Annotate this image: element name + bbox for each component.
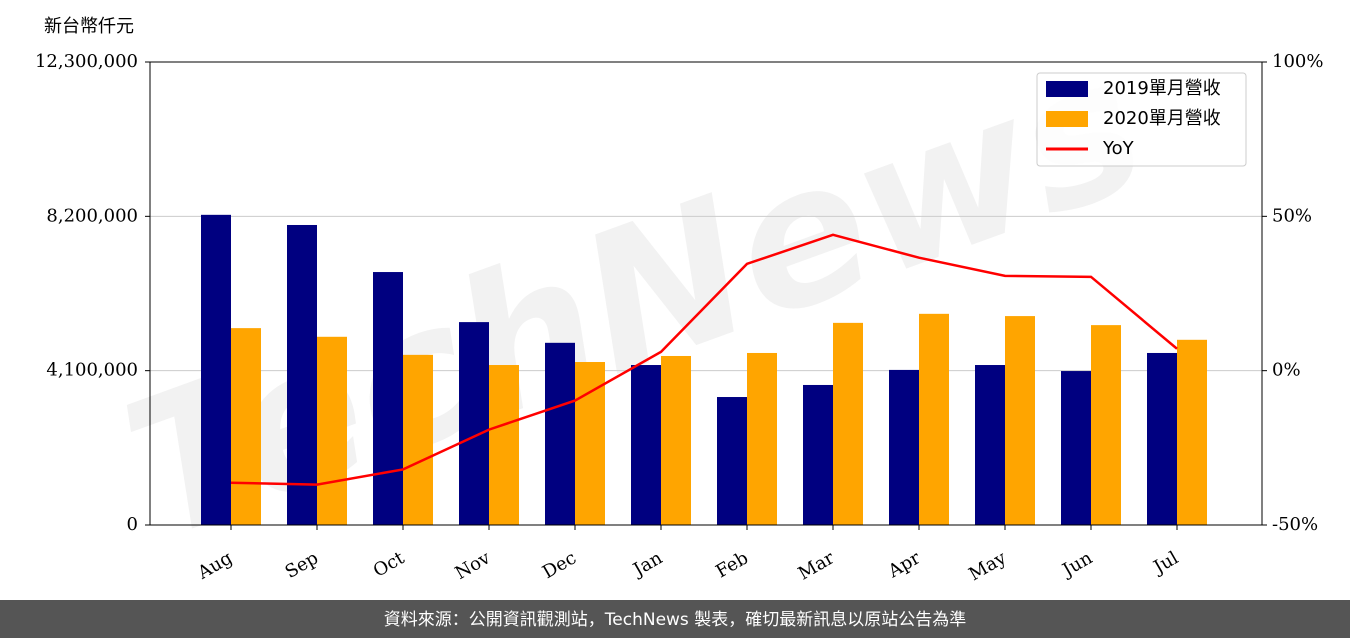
x-tick-label: Jun: [1057, 547, 1096, 582]
bar: [231, 328, 261, 525]
y2-tick-label: 0%: [1272, 360, 1301, 381]
bar: [575, 362, 605, 525]
bar: [975, 365, 1005, 525]
bar: [1147, 352, 1177, 525]
footer: [0, 600, 1350, 638]
y-tick-label: 4,100,000: [46, 360, 138, 381]
bar: [459, 322, 489, 525]
bar: [919, 313, 949, 525]
legend-label: YoY: [1102, 138, 1135, 159]
legend-box: [1036, 72, 1247, 167]
bar: [889, 369, 919, 525]
y2-tick-label: 50%: [1272, 205, 1312, 226]
x-tick-label: Mar: [795, 547, 839, 584]
x-tick-label: Jan: [628, 547, 666, 581]
legend: 2019單月營收 2020單月營收 YoY: [1036, 72, 1247, 167]
bar: [803, 384, 833, 525]
x-tick-label: May: [965, 547, 1010, 585]
y-tick-label: 0: [127, 514, 138, 535]
x-tick-label: Sep: [282, 547, 322, 582]
y2-tick-label: -50%: [1272, 514, 1318, 535]
legend-swatch: [1046, 81, 1088, 97]
legend-swatch: [1046, 111, 1088, 127]
y-tick-label: 8,200,000: [46, 205, 138, 226]
bar: [201, 214, 231, 525]
y-tick-label: 12,300,000: [35, 51, 138, 72]
bar: [717, 397, 747, 525]
bar: [489, 365, 519, 525]
x-tick-label: Feb: [712, 547, 752, 582]
x-tick-label: Jul: [1148, 547, 1182, 579]
bar: [661, 355, 691, 525]
bar: [403, 354, 433, 525]
bar: [1061, 371, 1091, 525]
bar: [373, 272, 403, 525]
bar: [747, 352, 777, 525]
x-tick-label: Nov: [452, 547, 495, 584]
legend-label: 2020單月營收: [1103, 108, 1221, 129]
bar: [631, 365, 661, 525]
line: [230, 233, 1178, 486]
source-note: 資料來源：公開資訊觀測站，TechNews 製表，確切最新訊息以原站公告為準: [384, 610, 966, 630]
x-tick-label: Dec: [539, 547, 580, 583]
bar: [1005, 316, 1035, 525]
y2-tick-label: 100%: [1272, 51, 1323, 72]
bar: [833, 322, 863, 525]
bar: [1091, 325, 1121, 525]
bar: [545, 342, 575, 525]
x-tick-label: Apr: [884, 547, 924, 582]
y-axis-label: 新台幣仟元: [44, 16, 134, 37]
legend-label: 2019單月營收: [1103, 78, 1221, 99]
bar: [1177, 339, 1207, 525]
bar: [287, 224, 317, 525]
x-tick-label: Oct: [370, 547, 409, 582]
bar: [317, 336, 347, 525]
plot-frame: [149, 61, 1263, 526]
